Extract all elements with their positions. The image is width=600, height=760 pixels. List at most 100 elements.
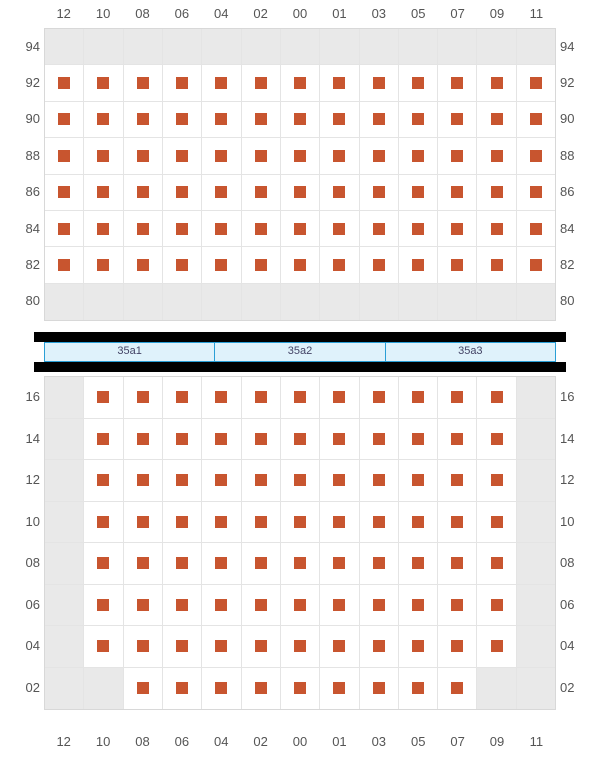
seat-marker[interactable] — [137, 223, 149, 235]
seat-marker[interactable] — [412, 557, 424, 569]
seat-marker[interactable] — [294, 223, 306, 235]
seat-marker[interactable] — [215, 557, 227, 569]
seat-marker[interactable] — [491, 433, 503, 445]
seat-marker[interactable] — [215, 223, 227, 235]
seat-marker[interactable] — [58, 77, 70, 89]
seat-marker[interactable] — [294, 433, 306, 445]
seat-marker[interactable] — [491, 640, 503, 652]
seat-marker[interactable] — [451, 186, 463, 198]
table-segment[interactable]: 35a3 — [386, 343, 555, 361]
seat-marker[interactable] — [294, 77, 306, 89]
seat-marker[interactable] — [97, 77, 109, 89]
seat-marker[interactable] — [215, 433, 227, 445]
seat-marker[interactable] — [373, 557, 385, 569]
seat-marker[interactable] — [333, 557, 345, 569]
seat-marker[interactable] — [176, 113, 188, 125]
seat-marker[interactable] — [412, 599, 424, 611]
seat-marker[interactable] — [530, 77, 542, 89]
seat-marker[interactable] — [215, 150, 227, 162]
seat-marker[interactable] — [451, 516, 463, 528]
seat-marker[interactable] — [373, 259, 385, 271]
seat-marker[interactable] — [333, 516, 345, 528]
seat-marker[interactable] — [491, 516, 503, 528]
seat-marker[interactable] — [451, 599, 463, 611]
seat-marker[interactable] — [294, 391, 306, 403]
seat-marker[interactable] — [176, 433, 188, 445]
seat-marker[interactable] — [215, 599, 227, 611]
seat-marker[interactable] — [97, 259, 109, 271]
seat-marker[interactable] — [255, 77, 267, 89]
seat-marker[interactable] — [255, 640, 267, 652]
seat-marker[interactable] — [333, 391, 345, 403]
seat-marker[interactable] — [451, 391, 463, 403]
seat-marker[interactable] — [97, 599, 109, 611]
seat-marker[interactable] — [137, 391, 149, 403]
seat-marker[interactable] — [373, 150, 385, 162]
seat-marker[interactable] — [176, 516, 188, 528]
seat-marker[interactable] — [294, 474, 306, 486]
seat-marker[interactable] — [333, 433, 345, 445]
seat-marker[interactable] — [412, 259, 424, 271]
seat-marker[interactable] — [97, 186, 109, 198]
seat-marker[interactable] — [530, 259, 542, 271]
seat-marker[interactable] — [97, 223, 109, 235]
seat-marker[interactable] — [451, 150, 463, 162]
seat-marker[interactable] — [333, 599, 345, 611]
seat-marker[interactable] — [255, 186, 267, 198]
seat-marker[interactable] — [412, 682, 424, 694]
seat-marker[interactable] — [137, 474, 149, 486]
seat-marker[interactable] — [451, 433, 463, 445]
seat-marker[interactable] — [58, 259, 70, 271]
seat-marker[interactable] — [176, 682, 188, 694]
seat-marker[interactable] — [333, 259, 345, 271]
seat-marker[interactable] — [97, 516, 109, 528]
seat-marker[interactable] — [373, 474, 385, 486]
seat-marker[interactable] — [412, 113, 424, 125]
seat-marker[interactable] — [412, 640, 424, 652]
seat-marker[interactable] — [294, 682, 306, 694]
seat-marker[interactable] — [373, 223, 385, 235]
seat-marker[interactable] — [373, 113, 385, 125]
seat-marker[interactable] — [530, 150, 542, 162]
table-segment[interactable]: 35a2 — [215, 343, 385, 361]
seat-marker[interactable] — [137, 599, 149, 611]
seat-marker[interactable] — [137, 186, 149, 198]
seat-marker[interactable] — [137, 516, 149, 528]
seat-marker[interactable] — [176, 223, 188, 235]
seat-marker[interactable] — [215, 259, 227, 271]
seat-marker[interactable] — [294, 186, 306, 198]
seat-marker[interactable] — [215, 113, 227, 125]
seat-marker[interactable] — [255, 150, 267, 162]
seat-marker[interactable] — [294, 557, 306, 569]
seat-marker[interactable] — [333, 77, 345, 89]
seat-marker[interactable] — [451, 77, 463, 89]
seat-marker[interactable] — [333, 113, 345, 125]
seat-marker[interactable] — [451, 223, 463, 235]
seat-marker[interactable] — [176, 640, 188, 652]
seat-marker[interactable] — [294, 259, 306, 271]
seat-marker[interactable] — [451, 557, 463, 569]
seat-marker[interactable] — [255, 682, 267, 694]
seat-marker[interactable] — [176, 77, 188, 89]
seat-marker[interactable] — [176, 557, 188, 569]
seat-marker[interactable] — [215, 391, 227, 403]
seat-marker[interactable] — [176, 391, 188, 403]
seat-marker[interactable] — [97, 113, 109, 125]
seat-marker[interactable] — [176, 474, 188, 486]
seat-marker[interactable] — [491, 186, 503, 198]
seat-marker[interactable] — [373, 682, 385, 694]
seat-marker[interactable] — [215, 474, 227, 486]
seat-marker[interactable] — [255, 259, 267, 271]
seat-marker[interactable] — [333, 223, 345, 235]
seat-marker[interactable] — [137, 682, 149, 694]
seat-marker[interactable] — [491, 474, 503, 486]
seat-marker[interactable] — [491, 557, 503, 569]
seat-marker[interactable] — [255, 113, 267, 125]
seat-marker[interactable] — [412, 433, 424, 445]
seat-marker[interactable] — [58, 150, 70, 162]
seat-marker[interactable] — [255, 474, 267, 486]
seat-marker[interactable] — [58, 223, 70, 235]
seat-marker[interactable] — [215, 640, 227, 652]
seat-marker[interactable] — [373, 516, 385, 528]
seat-marker[interactable] — [491, 599, 503, 611]
